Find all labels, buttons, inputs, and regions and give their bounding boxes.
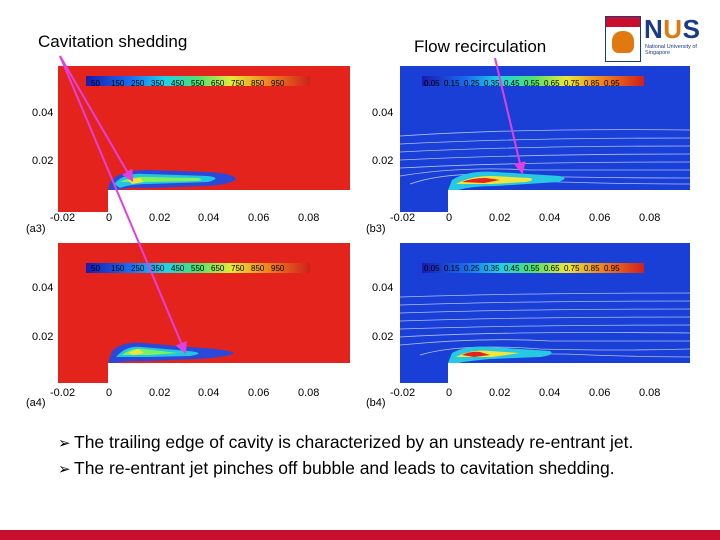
bullet-arrow-icon: ➢ — [58, 461, 71, 478]
plot-b4-streamlines — [400, 243, 690, 383]
bullet-arrow-icon: ➢ — [58, 435, 71, 452]
nus-logo: NUS National University of Singapore — [605, 14, 700, 64]
y-tick-b4-002: 0.02 — [372, 331, 394, 343]
panel-label-b4: (b4) — [366, 397, 386, 409]
crest-icon — [605, 16, 641, 62]
footer-bar — [0, 530, 720, 540]
logo-subtitle: National University of Singapore — [645, 44, 697, 56]
y-tick-b4-004: 0.04 — [372, 282, 394, 294]
y-tick-a4-002: 0.02 — [32, 331, 54, 343]
logo-wordmark: NUS — [644, 14, 701, 44]
panel-label-b3: (b3) — [366, 223, 386, 235]
y-tick-b3-002: 0.02 — [372, 155, 394, 167]
y-tick-a4-004: 0.04 — [32, 282, 54, 294]
bullet-1: ➢ The trailing edge of cavity is characte… — [58, 432, 634, 452]
y-tick-b3-004: 0.04 — [372, 107, 394, 119]
y-tick-a3-002: 0.02 — [32, 155, 54, 167]
flow-recirculation-label: Flow recirculation — [414, 37, 547, 56]
bullet-2: ➢ The re-entrant jet pinches off bubble a… — [58, 458, 615, 478]
y-tick-a3-004: 0.04 — [32, 107, 54, 119]
panel-label-a3: (a3) — [26, 223, 46, 235]
cavitation-shedding-label: Cavitation shedding — [38, 32, 188, 51]
panel-label-a4: (a4) — [26, 397, 46, 409]
plot-b3-streamlines — [400, 66, 690, 212]
